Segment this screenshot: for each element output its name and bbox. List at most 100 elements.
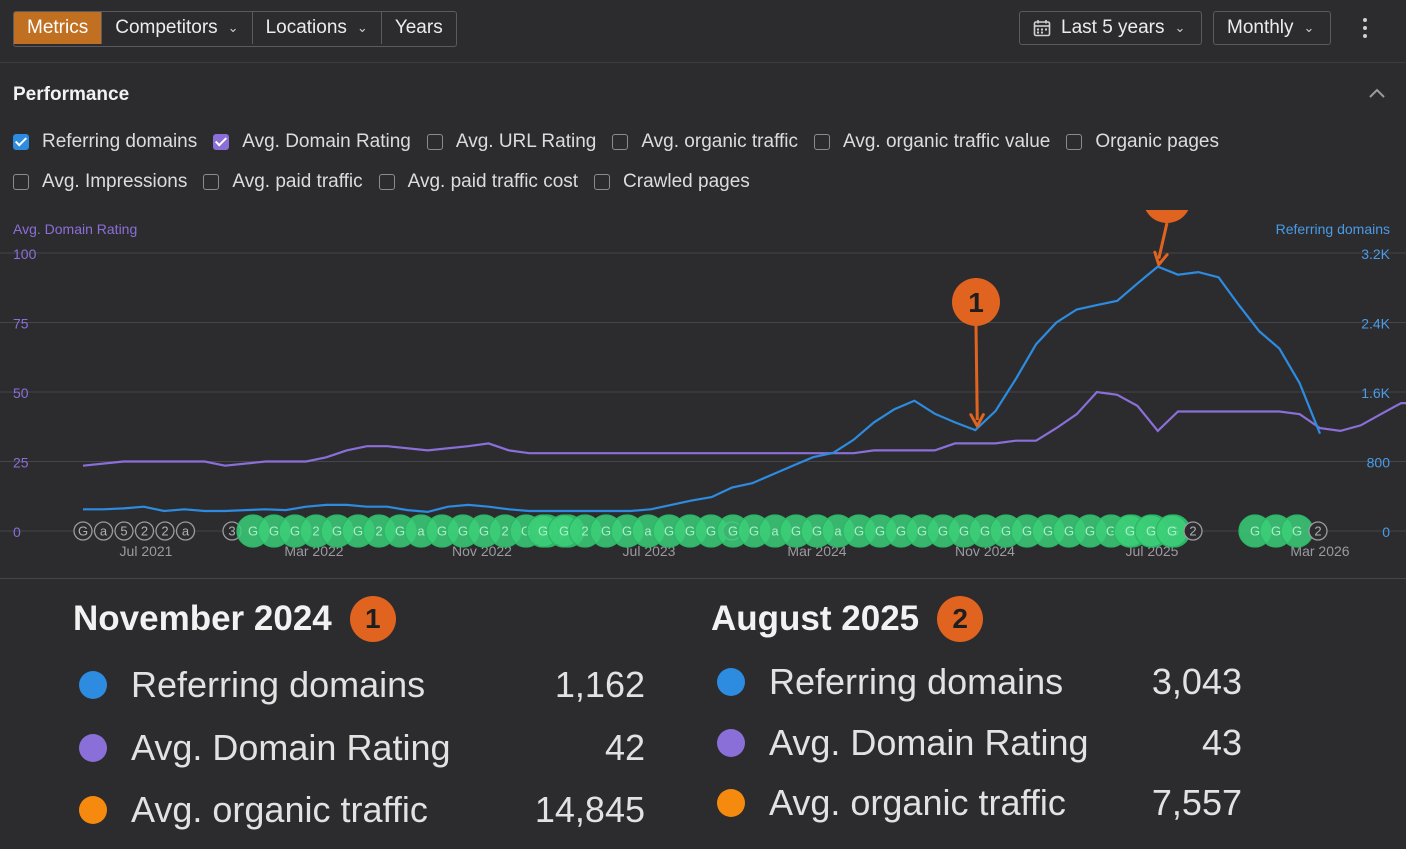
event-marker[interactable]: 2 [1183,521,1203,541]
tab-locations-label: Locations [265,17,347,38]
event-marker[interactable]: G [1280,514,1314,548]
checkbox-avg-impressions[interactable]: Avg. Impressions [13,171,187,193]
checkbox-box[interactable] [13,174,29,190]
tooltip-row-avg-domain-rating: Avg. Domain Rating [717,722,1089,764]
y-left-tick-label: 0 [13,524,21,540]
event-marker-label: G [458,524,468,539]
tooltip-row-value: 42 [604,727,645,768]
event-marker-label: a [644,524,652,539]
event-marker[interactable]: G [73,521,93,541]
y-left-axis-label: Avg. Domain Rating [13,221,137,237]
performance-title: Performance [13,84,130,105]
tooltip-row-label: Avg. Domain Rating [131,727,451,768]
y-right-tick-label: 800 [1367,455,1391,471]
checkbox-box[interactable] [1066,134,1083,150]
event-marker-label: G [938,524,948,539]
event-marker-label: G [1022,524,1032,539]
event-marker-circle [1308,521,1328,541]
event-marker-label: G [791,524,801,539]
annotation-badge [952,278,1000,326]
event-marker-label: G [959,524,969,539]
checkbox-organic-pages[interactable]: Organic pages [1066,131,1219,153]
event-marker-label: G [1250,524,1260,539]
checkbox-referring-domains[interactable]: Referring domains [13,131,197,153]
tooltip-row-value: 14,845 [534,789,645,830]
checkbox-box[interactable] [814,134,831,150]
tooltip-row-value: 1,162 [554,664,645,705]
event-marker-circle [155,521,175,541]
checkbox-crawled-pages[interactable]: Crawled pages [594,171,750,193]
checkbox-box[interactable] [426,134,443,150]
x-tick-label: Mar 2026 [1290,543,1349,559]
chevron-up-icon[interactable] [1368,86,1386,100]
event-marker[interactable]: 2 [155,521,175,541]
event-marker-label: G [248,524,258,539]
tooltip-row-value: 3,043 [1151,661,1242,702]
x-tick-label: Mar 2024 [787,543,846,559]
checkbox-avg-domain-rating[interactable]: Avg. Domain Rating [213,131,411,153]
checkbox-avg-organic-traffic[interactable]: Avg. organic traffic [612,131,798,153]
event-marker[interactable]: G [1155,514,1189,548]
event-marker-label: 2 [141,524,148,539]
event-marker-label: G [1001,524,1011,539]
checkbox-label: Avg. paid traffic cost [407,171,579,192]
event-marker-label: G [1064,524,1074,539]
checkbox-label: Crawled pages [623,171,750,192]
event-marker-label: G [917,524,927,539]
checkbox-label: Referring domains [42,131,198,152]
more-vertical-icon[interactable] [1357,16,1373,40]
event-marker-label: G [1106,524,1116,539]
y-left-tick-label: 50 [13,385,29,401]
annotation-2: 2 [1145,210,1189,267]
event-marker-label: G [290,524,300,539]
checkbox-box[interactable] [612,134,629,150]
event-marker[interactable]: 2 [1308,521,1328,541]
event-marker[interactable]: a [93,521,114,541]
event-marker-label: G [854,524,864,539]
checkbox-box[interactable] [213,134,230,150]
tooltip-november-2024: November 2024 1 [73,596,396,642]
checkbox-label: Avg. paid traffic [232,171,363,192]
interval-dropdown[interactable]: Monthly ⌄ [1213,11,1331,45]
annotation-arrowhead [1153,250,1169,267]
tab-competitors[interactable]: Competitors ⌄ [102,12,253,44]
checkbox-label: Avg. URL Rating [455,131,597,152]
tab-years-label: Years [394,17,443,38]
checkbox-avg-paid-traffic-cost[interactable]: Avg. paid traffic cost [378,171,579,193]
event-marker-label: G [685,524,695,539]
chevron-down-icon: ⌄ [1174,20,1186,35]
checkbox-box[interactable] [13,134,29,150]
annotation-1: 1 [952,278,1000,428]
event-marker-label: G [538,524,548,539]
tab-metrics[interactable]: Metrics [14,12,103,44]
checkbox-box[interactable] [378,174,395,190]
event-marker-label: G [875,524,885,539]
x-tick-label: Jul 2025 [1126,543,1179,559]
event-marker-label: G [706,524,716,539]
chevron-down-icon: ⌄ [1303,20,1315,35]
event-marker[interactable]: a [175,521,196,541]
tooltip-row-label: Avg. Domain Rating [769,722,1089,763]
tab-years[interactable]: Years [382,12,456,44]
chevron-down-icon: ⌄ [356,20,368,35]
event-marker-label: a [417,524,425,539]
tab-locations[interactable]: Locations ⌄ [253,12,382,44]
date-range-dropdown[interactable]: Last 5 years ⌄ [1019,11,1202,45]
x-tick-label: Jul 2021 [120,543,173,559]
checkbox-label: Avg. Impressions [42,171,188,192]
tooltip-date: August 2025 [711,599,920,638]
event-marker-label: a [182,524,190,539]
annotation-arrow [974,325,979,421]
checkbox-avg-organic-traffic-value[interactable]: Avg. organic traffic value [814,131,1050,153]
event-marker[interactable]: 5 [114,521,134,541]
checkbox-avg-paid-traffic[interactable]: Avg. paid traffic [203,171,363,193]
event-marker[interactable]: 2 [134,521,155,541]
event-marker-circle [93,521,114,541]
checkbox-box[interactable] [594,174,611,190]
checkbox-box[interactable] [203,174,220,190]
event-marker-label: G [1043,524,1053,539]
event-marker-label: G [78,524,88,539]
checkbox-avg-url-rating[interactable]: Avg. URL Rating [426,131,597,153]
event-marker-label: a [771,524,779,539]
